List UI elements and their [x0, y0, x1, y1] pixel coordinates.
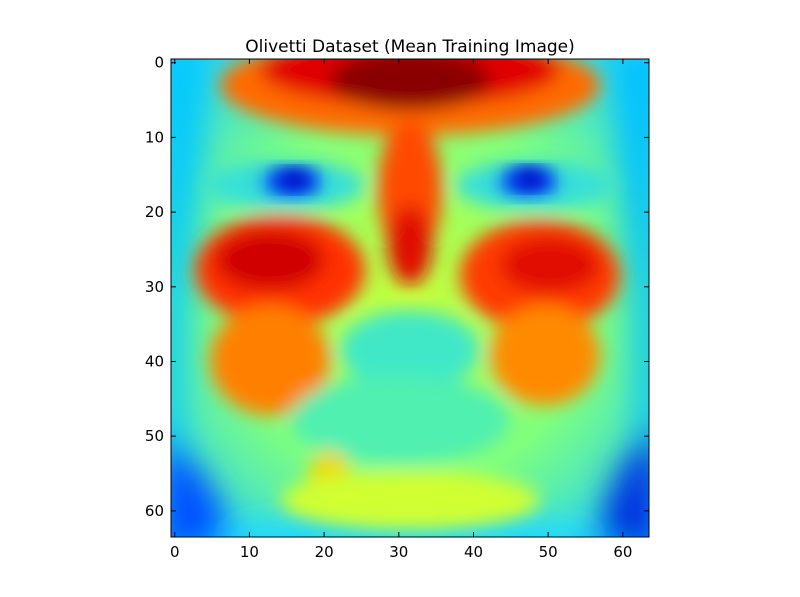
plot-frame [170, 58, 650, 538]
x-tick-label: 30 [389, 543, 408, 561]
y-tick-label: 30 [145, 278, 164, 296]
y-tick-label: 0 [154, 54, 164, 72]
heatmap-image [171, 59, 649, 537]
x-tick-label: 10 [240, 543, 259, 561]
x-tick-label: 60 [613, 543, 632, 561]
y-tick-label: 60 [145, 502, 164, 520]
x-tick-label: 50 [539, 543, 558, 561]
x-tick-label: 20 [315, 543, 334, 561]
chart-title: Olivetti Dataset (Mean Training Image) [245, 37, 575, 57]
y-tick-label: 40 [145, 352, 164, 370]
x-axis: 0 10 20 30 40 50 60 [170, 59, 632, 561]
heatmap-pupils [276, 169, 548, 190]
x-tick-label: 0 [170, 543, 180, 561]
x-tick-label: 40 [464, 543, 483, 561]
y-tick-label: 10 [145, 128, 164, 146]
heatmap-face-regions [195, 59, 620, 530]
y-tick-label: 20 [145, 203, 164, 221]
y-axis: 0 10 20 30 40 50 60 [145, 54, 649, 520]
y-tick-label: 50 [145, 427, 164, 445]
